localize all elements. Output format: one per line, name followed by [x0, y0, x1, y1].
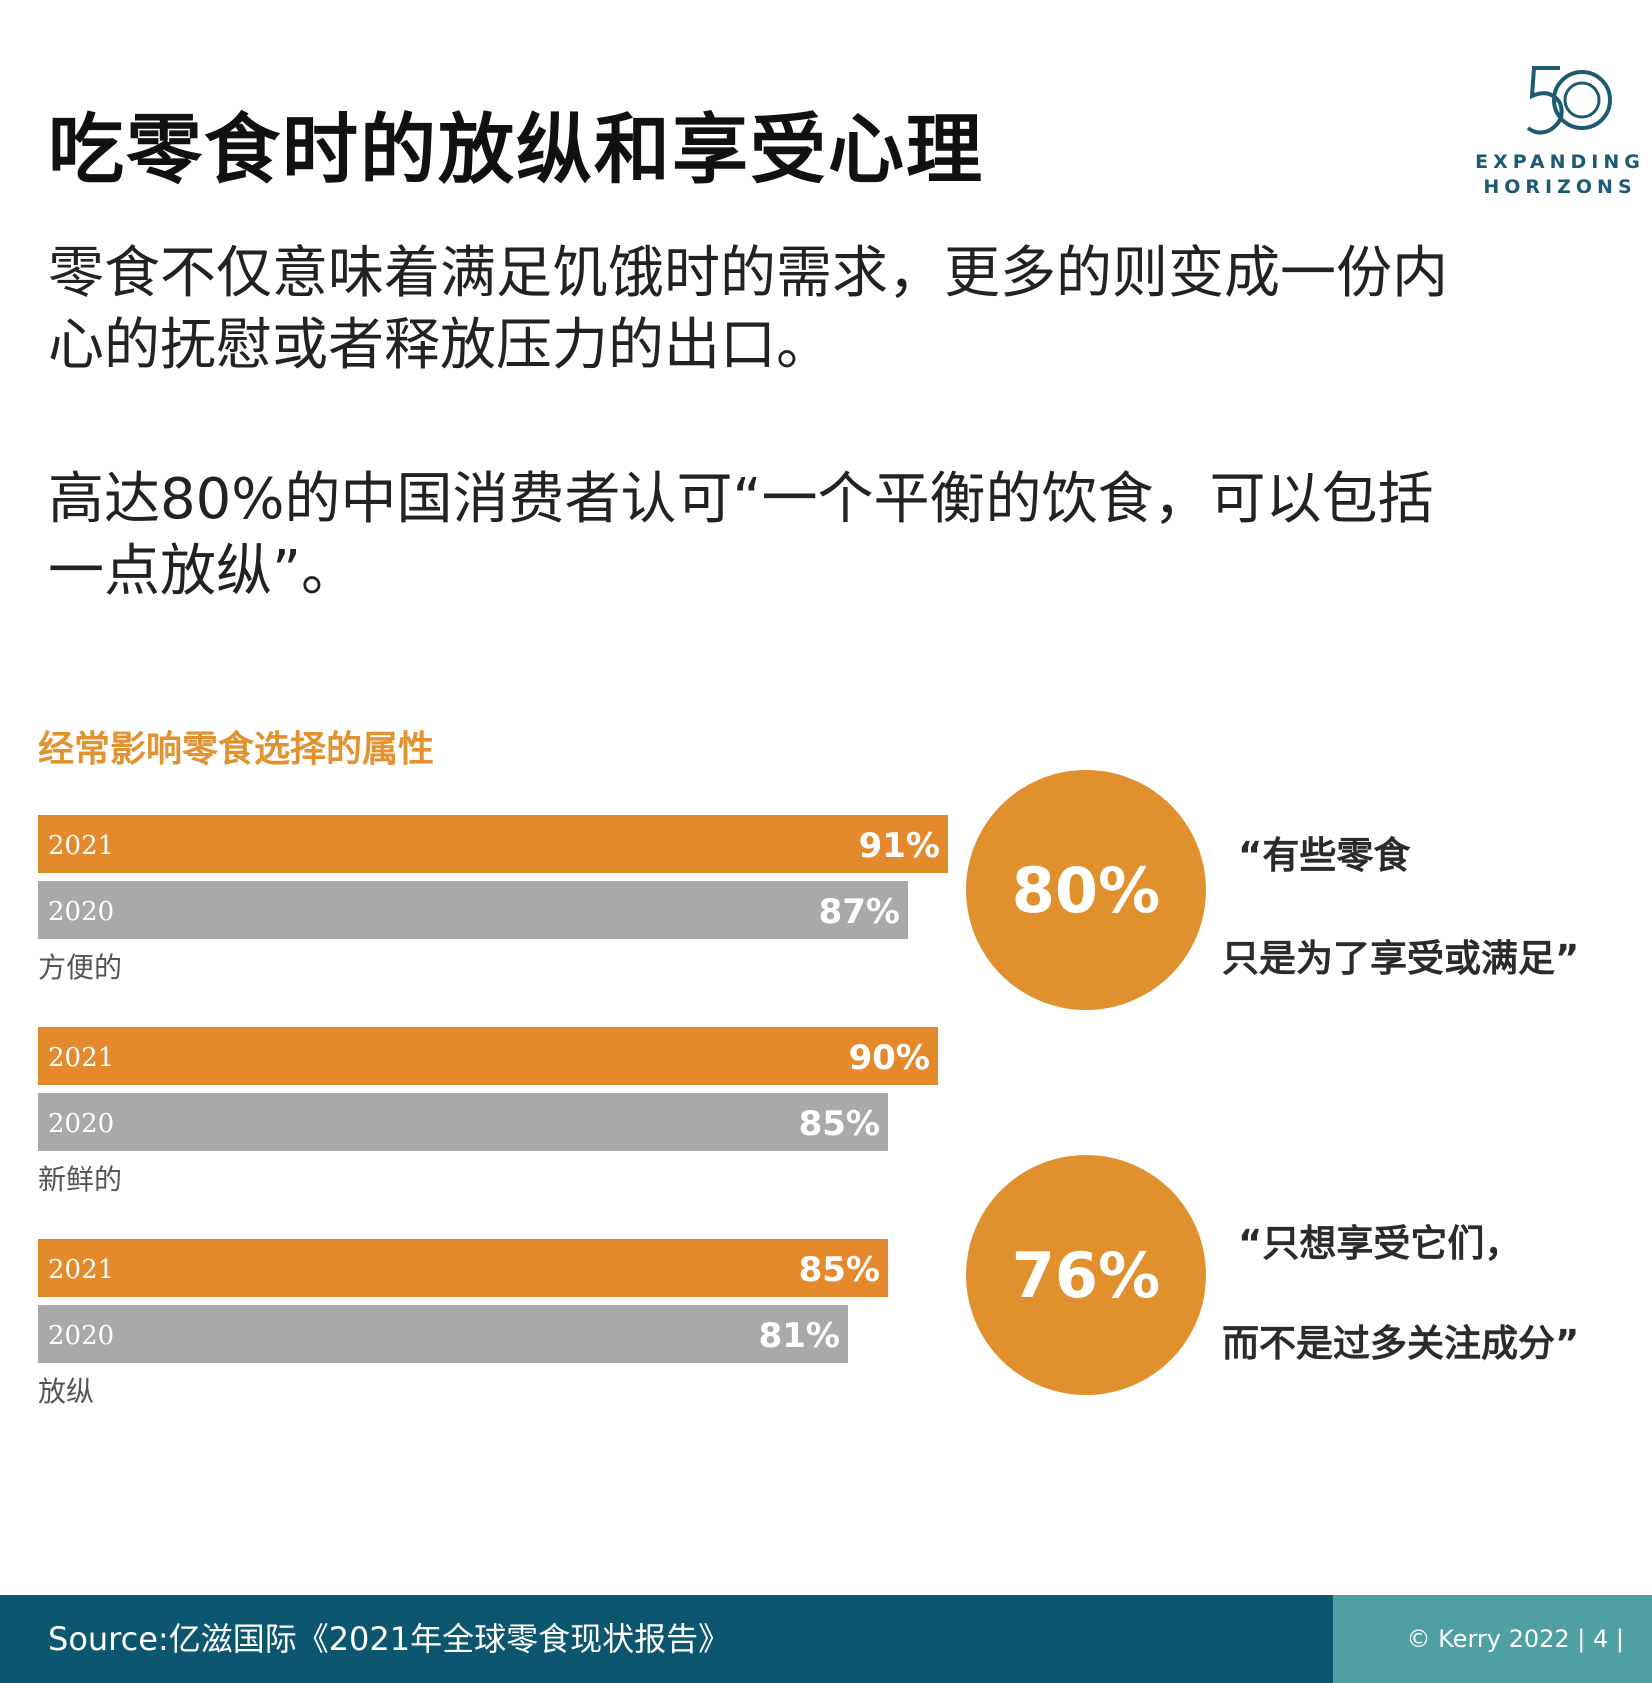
brand-logo: EXPANDING HORIZONS [1470, 58, 1650, 208]
logo-line-2: HORIZONS [1483, 176, 1637, 198]
footer: Source:亿滋国际《2021年全球零食现状报告》 © Kerry 2022 … [0, 1595, 1652, 1683]
bar-value-label: 90% [849, 1038, 930, 1078]
bar-year-label: 2020 [48, 1321, 114, 1351]
footer-source: Source:亿滋国际《2021年全球零食现状报告》 [0, 1595, 1333, 1683]
stat-quote-line: “有些零食 [1238, 834, 1411, 877]
page-title: 吃零食时的放纵和享受心理 [48, 105, 984, 194]
bar-2020 [38, 881, 908, 939]
bar-year-label: 2021 [48, 1255, 114, 1285]
bar-2021 [38, 1027, 938, 1085]
bar-2021 [38, 815, 948, 873]
bar-year-label: 2020 [48, 897, 114, 927]
bar-year-label: 2021 [48, 831, 114, 861]
stat-value: 76% [1011, 1238, 1161, 1312]
logo-50-icon [1526, 66, 1612, 135]
bar-value-label: 87% [819, 892, 900, 932]
footer-copyright: © Kerry 2022 | 4 | [1333, 1595, 1652, 1683]
bar-value-label: 85% [799, 1250, 880, 1290]
stat-quote-line: “只想享受它们， [1238, 1222, 1522, 1265]
logo-line-1: EXPANDING [1475, 151, 1645, 173]
category-label: 新鲜的 [38, 1163, 122, 1196]
category-label: 方便的 [38, 951, 122, 984]
bar-year-label: 2021 [48, 1043, 114, 1073]
bar-2020 [38, 1305, 848, 1363]
bar-year-label: 2020 [48, 1109, 114, 1139]
bar-value-label: 85% [799, 1104, 880, 1144]
stat-quote-line: 而不是过多关注成分” [1222, 1322, 1580, 1365]
bar-chart: 2021 91% 2020 87% 方便的 2021 90% 2020 85% 新鲜的 2021 85… [38, 815, 948, 1408]
bar-value-label: 91% [859, 826, 940, 866]
stat-quote-line: 只是为了享受或满足” [1222, 937, 1580, 980]
stat-circle-76: 76% [966, 1155, 1206, 1395]
stat-paragraph: 高达80%的中国消费者认可“一个平衡的饮食，可以包括一点放纵”。 [48, 467, 1434, 604]
bar-2021 [38, 1239, 888, 1297]
chart-title: 经常影响零食选择的属性 [38, 729, 435, 770]
intro-paragraph: 零食不仅意味着满足饥饿时的需求，更多的则变成一份内心的抚慰或者释放压力的出口。 [48, 241, 1448, 378]
category-label: 放纵 [38, 1375, 94, 1408]
bar-value-label: 81% [759, 1316, 840, 1356]
stat-circle-80: 80% [966, 770, 1206, 1010]
stat-value: 80% [1011, 853, 1161, 927]
bar-2020 [38, 1093, 888, 1151]
